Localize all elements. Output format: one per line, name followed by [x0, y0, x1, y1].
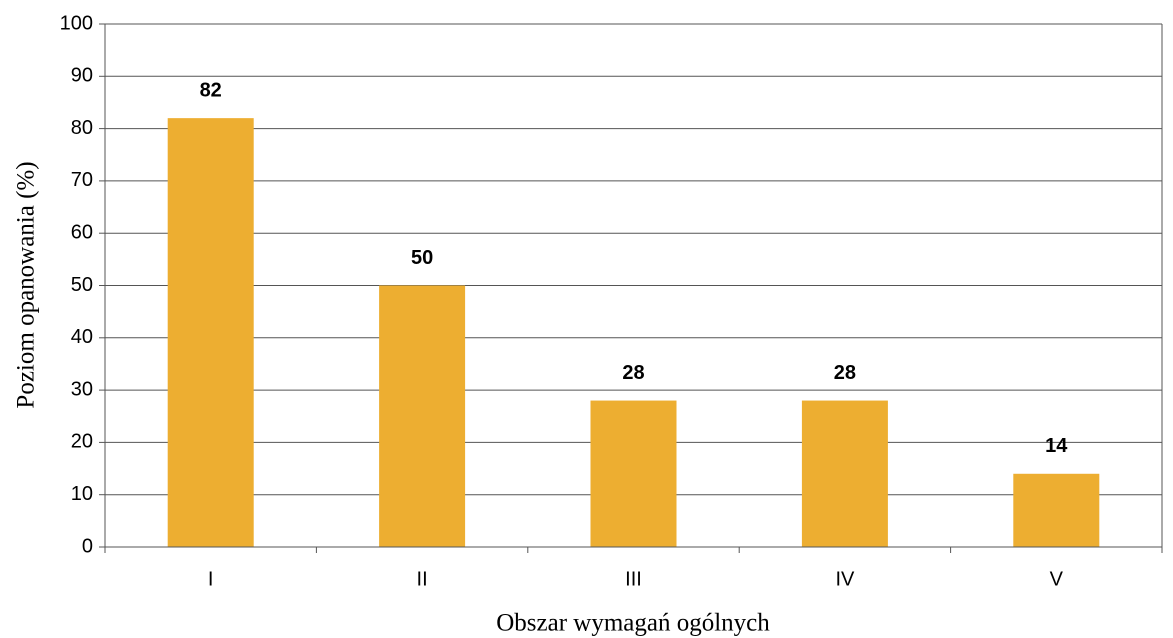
value-label: 14: [1045, 435, 1068, 457]
y-tick-label: 60: [71, 221, 93, 243]
value-label: 28: [834, 362, 856, 384]
bar: [379, 285, 466, 547]
x-tick-label: I: [208, 568, 214, 590]
value-label: 50: [411, 247, 433, 269]
x-tick-label: V: [1050, 568, 1064, 590]
y-axis-label: Poziom opanowania (%): [13, 161, 40, 408]
y-tick-label: 0: [82, 535, 93, 557]
y-tick-label: 70: [71, 169, 93, 191]
y-tick-label: 50: [71, 274, 93, 296]
x-axis-label: Obszar wymagań ogólnych: [496, 610, 770, 637]
x-tick-label: IV: [835, 568, 855, 590]
x-tick-label: II: [417, 568, 428, 590]
value-label: 28: [622, 362, 644, 384]
y-tick-label: 90: [71, 65, 93, 87]
y-tick-label: 80: [71, 117, 93, 139]
y-tick-label: 40: [71, 326, 93, 348]
bar: [801, 400, 888, 547]
bar: [590, 400, 677, 547]
bar: [167, 118, 254, 547]
x-tick-label: III: [625, 568, 642, 590]
y-tick-label: 30: [71, 378, 93, 400]
y-tick-label: 20: [71, 431, 93, 453]
y-tick-label: 100: [60, 12, 93, 34]
bar: [1013, 473, 1100, 547]
y-tick-label: 10: [71, 483, 93, 505]
value-label: 82: [200, 79, 222, 101]
